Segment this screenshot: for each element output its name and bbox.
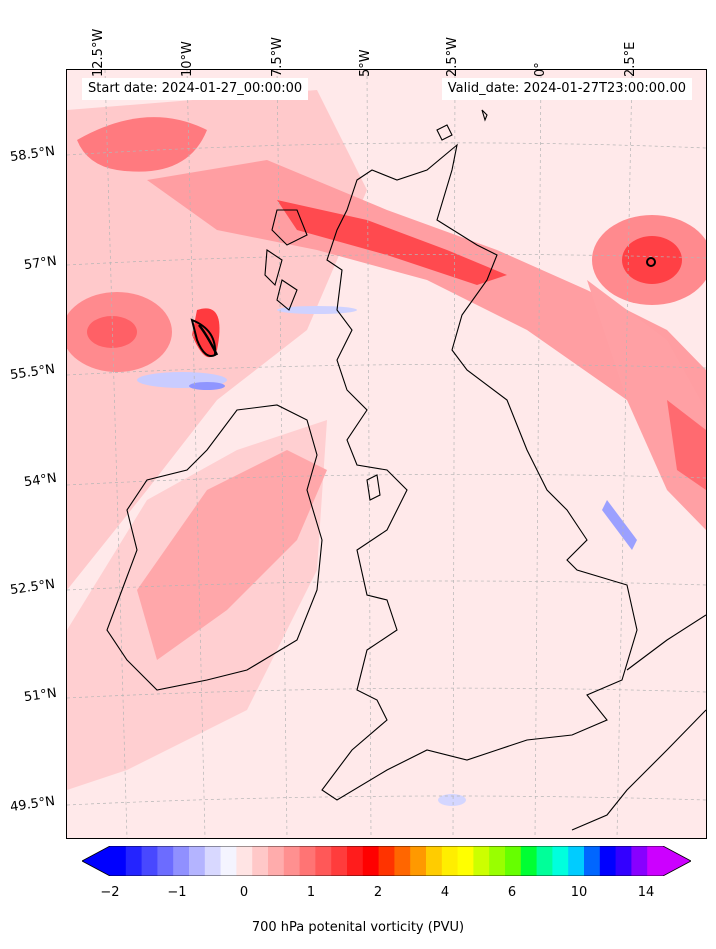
- lon-label-2.5e: 2.5°E: [623, 41, 638, 77]
- field-neg-south: [438, 794, 466, 806]
- colorbar-segment: [552, 846, 569, 876]
- colorbar-segment: [378, 846, 395, 876]
- start-date-label: Start date: 2024-01-27_00:00:00: [82, 78, 309, 100]
- colorbar-segment: [441, 846, 459, 876]
- colorbar-tick: 0: [239, 885, 249, 900]
- colorbar-tick: 10: [570, 885, 588, 900]
- colorbar-segment: [457, 846, 474, 876]
- pv-contour-east: [646, 257, 656, 267]
- colorbar-tick: 1: [306, 885, 316, 900]
- colorbar-segment: [283, 846, 301, 876]
- colorbar-segment: [647, 846, 664, 876]
- field-west-blob-inner: [87, 316, 137, 348]
- valid-date-label: Valid_date: 2024-01-27T23:00:00.00: [441, 78, 692, 100]
- lat-label-51n: 51°N: [23, 685, 58, 706]
- colorbar-segment: [110, 846, 127, 876]
- colorbar-segment: [568, 846, 585, 876]
- map-panel: [66, 69, 707, 839]
- field-ireland-band: [137, 450, 327, 660]
- field-east-coast-core: [667, 400, 706, 490]
- colorbar-segment: [347, 846, 364, 876]
- lat-label-55.5n: 55.5°N: [9, 361, 56, 384]
- colorbar-segment: [173, 846, 190, 876]
- colorbar-segment: [394, 846, 411, 876]
- lon-label-12.5w: 12.5°W: [91, 28, 106, 77]
- lon-label-5w: 5°W: [358, 49, 373, 77]
- graticule: [67, 70, 706, 838]
- colorbar-segment: [315, 846, 332, 876]
- colorbar-segment: [410, 846, 427, 876]
- colorbar-segment: [536, 846, 553, 876]
- field-neg-west-core: [189, 382, 225, 390]
- colorbar-segment: [204, 846, 222, 876]
- lat-label-54n: 54°N: [23, 470, 58, 491]
- colorbar-tick: −2: [100, 885, 120, 900]
- lat-label-58.5n: 58.5°N: [9, 143, 56, 166]
- lon-label-0: 0°: [533, 62, 548, 77]
- colorbar-segment: [299, 846, 316, 876]
- colorbar-segment: [141, 846, 158, 876]
- colorbar-segment: [584, 846, 601, 876]
- colorbar-min-arrow: [82, 846, 110, 876]
- colorbar-segment: [615, 846, 632, 876]
- colorbar-tick: −1: [167, 885, 187, 900]
- colorbar-segment: [489, 846, 506, 876]
- field-east-coast-band: [587, 280, 706, 530]
- colorbar-segment: [505, 846, 522, 876]
- colorbar-tick: 2: [373, 885, 383, 900]
- field-neg-east: [602, 500, 637, 550]
- field-east-blob-inner: [622, 236, 682, 284]
- lat-label-49.5n: 49.5°N: [9, 793, 56, 816]
- colorbar-segment: [236, 846, 253, 876]
- colorbar-segment: [220, 846, 237, 876]
- colorbar-label: 700 hPa potenital vorticity (PVU): [251, 920, 465, 935]
- colorbar-segment: [268, 846, 285, 876]
- lat-label-52.5n: 52.5°N: [9, 576, 56, 599]
- field-north-band: [147, 160, 706, 440]
- colorbar-segment: [631, 846, 648, 876]
- colorbar-segment: [331, 846, 348, 876]
- coastlines: [106, 109, 706, 831]
- colorbar-tick: 4: [440, 885, 450, 900]
- colorbar-segment: [252, 846, 269, 876]
- colorbar: [82, 846, 691, 876]
- colorbar-segment: [473, 846, 490, 876]
- colorbar-segment: [599, 846, 617, 876]
- colorbar-max-arrow: [663, 846, 691, 876]
- colorbar-segment: [426, 846, 443, 876]
- colorbar-segment: [362, 846, 380, 876]
- pv-contour-hebrides: [190, 318, 217, 357]
- colorbar-segment: [125, 846, 143, 876]
- lat-label-57n: 57°N: [23, 253, 58, 274]
- colorbar-segment: [189, 846, 206, 876]
- colorbar-tick: 14: [637, 885, 655, 900]
- field-nw-blob: [77, 117, 207, 172]
- lon-label-10w: 10°W: [180, 41, 195, 77]
- field-scotland-core: [277, 200, 507, 285]
- colorbar-segment: [520, 846, 538, 876]
- pv-map: [67, 70, 706, 838]
- lon-label-7.5w: 7.5°W: [270, 36, 285, 77]
- colorbar-tick: 6: [507, 885, 517, 900]
- lon-label-2.5w: 2.5°W: [445, 36, 460, 77]
- colorbar-segment: [157, 846, 174, 876]
